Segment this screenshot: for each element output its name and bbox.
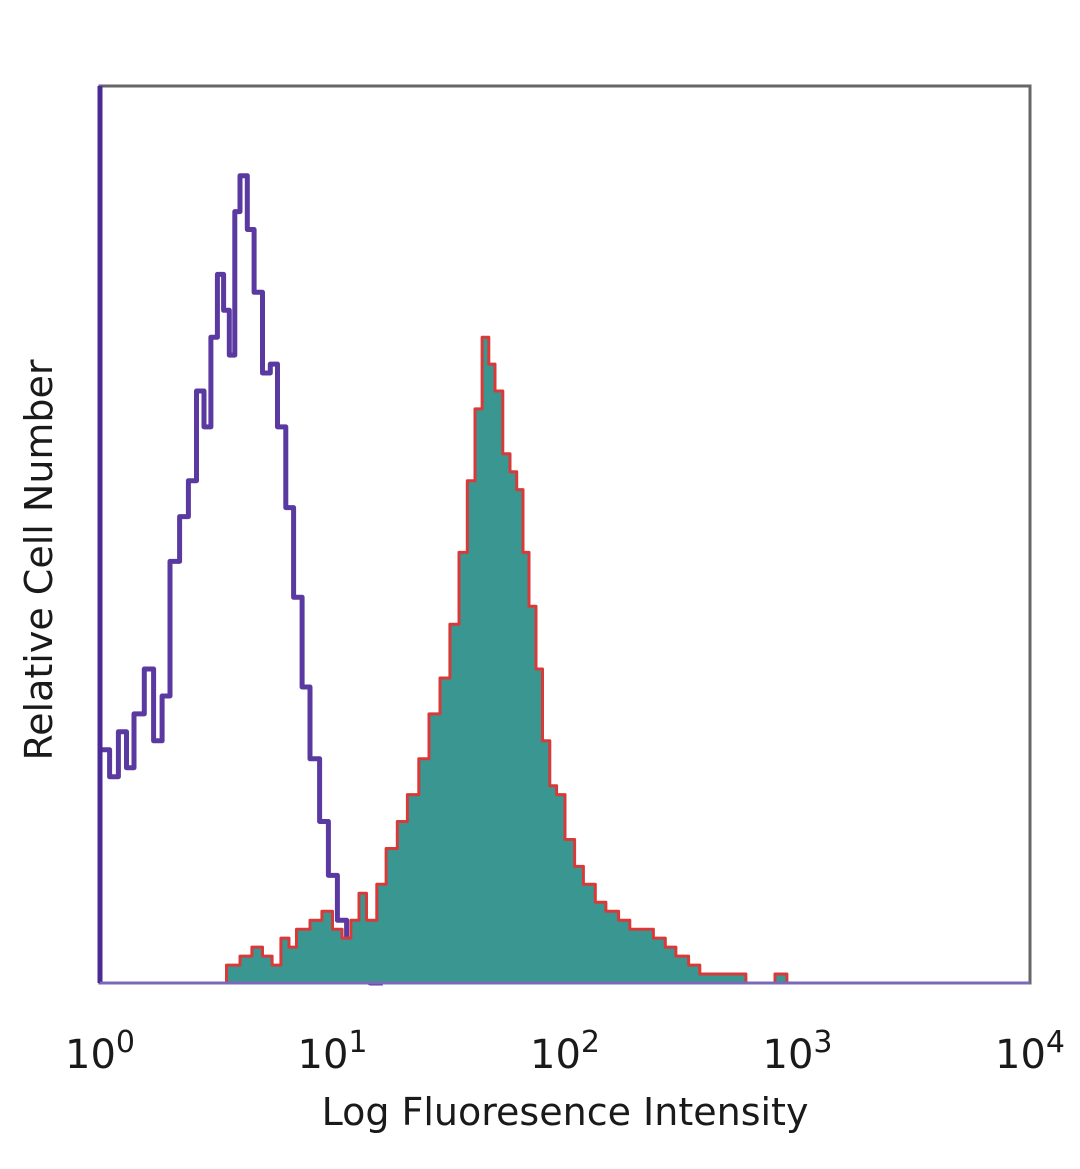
x-tick-label-4: 104	[995, 1025, 1065, 1078]
x-tick-label-0: 100	[65, 1025, 135, 1078]
series-layer	[97, 173, 815, 986]
series-0-outline-histogram	[97, 173, 383, 986]
x-tick-label-2: 102	[530, 1025, 600, 1078]
series-1-filled-histogram	[209, 335, 815, 985]
y-axis-label: Relative Cell Number	[17, 359, 61, 760]
x-tick-labels: 100 101 102 103 104	[65, 1025, 1065, 1078]
x-tick-label-1: 101	[298, 1025, 368, 1078]
x-axis-label: Log Fluoresence Intensity	[322, 1090, 809, 1134]
x-tick-label-3: 103	[763, 1025, 833, 1078]
